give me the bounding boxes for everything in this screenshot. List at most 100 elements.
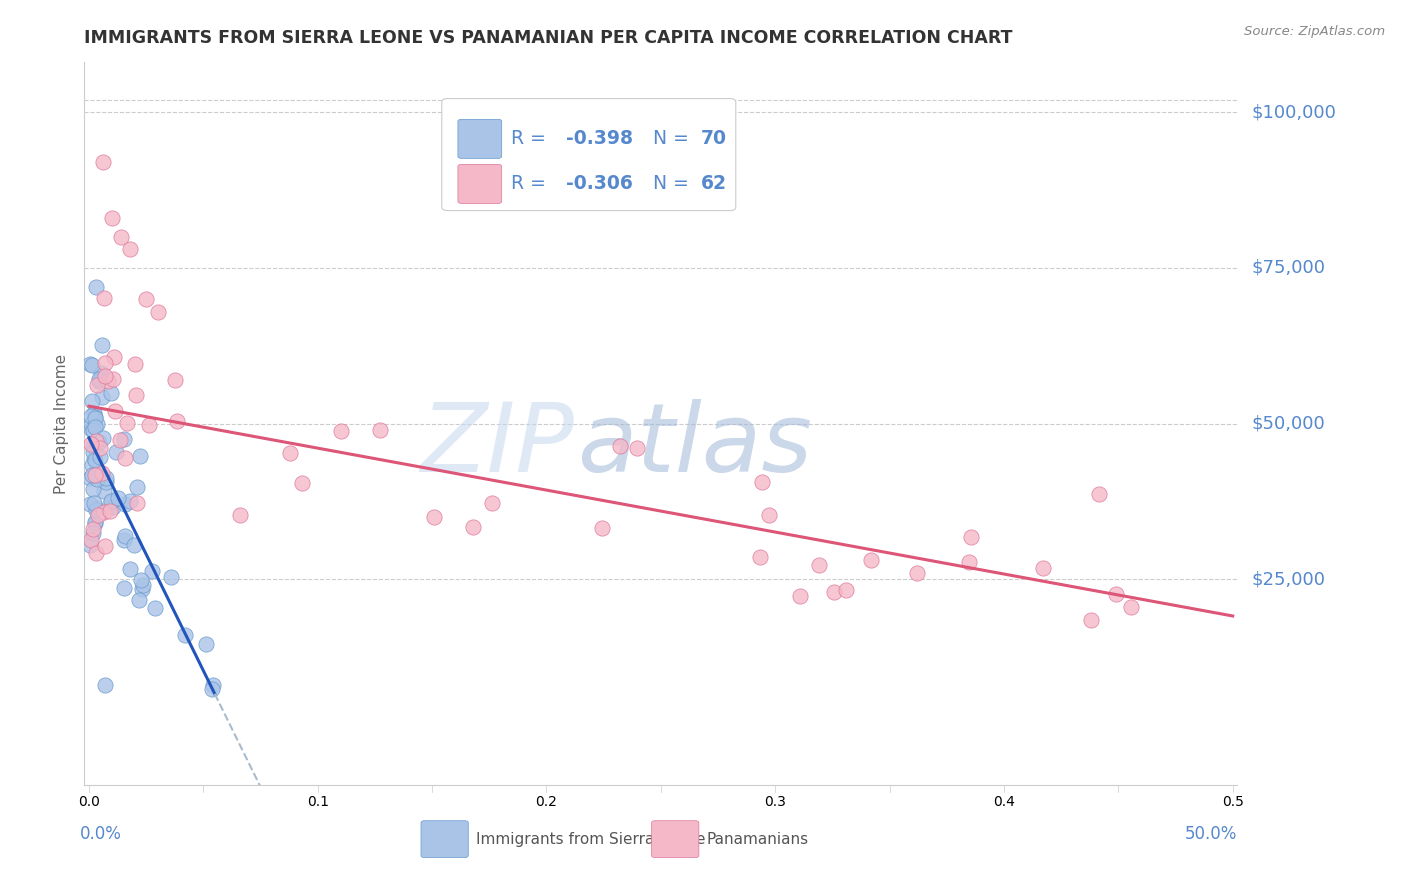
Point: [626, 441, 648, 455]
Point: [89, 441, 111, 455]
Point: [751, 475, 773, 490]
Point: [83, 410, 105, 425]
Text: -0.398: -0.398: [567, 129, 633, 148]
Text: N =: N =: [636, 129, 696, 148]
Text: 70: 70: [702, 129, 727, 148]
Point: [823, 585, 845, 599]
Point: [83, 406, 105, 420]
Point: [103, 351, 125, 365]
Point: [461, 520, 484, 534]
Text: Source: ZipAtlas.com: Source: ZipAtlas.com: [1244, 25, 1385, 38]
Point: [195, 636, 218, 650]
Point: [201, 678, 224, 692]
Point: [96, 375, 118, 389]
Point: [90, 390, 112, 404]
Point: [330, 425, 353, 439]
Point: [290, 475, 312, 490]
Text: $25,000: $25,000: [1251, 570, 1326, 589]
Point: [173, 628, 195, 642]
Point: [959, 555, 981, 569]
Text: 50.0%: 50.0%: [1185, 825, 1237, 843]
Point: [94, 678, 117, 692]
Point: [82, 522, 104, 536]
Point: [114, 497, 136, 511]
Point: [83, 452, 105, 467]
Point: [80, 437, 103, 451]
Point: [125, 480, 148, 494]
Point: [82, 439, 104, 453]
Point: [87, 372, 110, 386]
Point: [79, 471, 101, 485]
Point: [93, 505, 115, 519]
Point: [84, 503, 107, 517]
Point: [80, 533, 103, 547]
Point: [120, 562, 142, 576]
Point: [82, 482, 104, 496]
FancyBboxPatch shape: [441, 98, 735, 211]
Point: [146, 304, 169, 318]
Point: [166, 413, 188, 427]
Point: [1032, 561, 1054, 575]
Point: [107, 491, 129, 506]
Point: [79, 537, 101, 551]
Point: [165, 374, 187, 388]
Point: [87, 434, 110, 449]
Point: [125, 388, 148, 402]
Point: [860, 552, 883, 566]
Point: [423, 510, 446, 524]
Point: [94, 356, 117, 370]
Point: [1119, 599, 1142, 614]
Point: [160, 570, 183, 584]
Text: ZIP: ZIP: [420, 399, 575, 491]
Text: -0.306: -0.306: [567, 175, 633, 194]
Text: R =: R =: [510, 175, 551, 194]
Point: [758, 508, 780, 522]
Point: [749, 549, 772, 564]
Point: [82, 423, 104, 437]
Point: [368, 424, 391, 438]
Point: [79, 357, 101, 371]
Point: [82, 525, 104, 540]
Point: [90, 366, 112, 380]
Point: [201, 682, 224, 697]
Point: [105, 445, 128, 459]
Point: [94, 539, 117, 553]
Point: [120, 242, 142, 256]
Point: [84, 434, 107, 448]
Point: [108, 433, 131, 447]
Point: [905, 566, 928, 581]
Point: [84, 516, 107, 530]
Point: [82, 394, 104, 409]
Text: R =: R =: [510, 129, 551, 148]
Point: [91, 155, 114, 169]
Point: [120, 493, 142, 508]
Text: N =: N =: [636, 175, 696, 194]
Text: IMMIGRANTS FROM SIERRA LEONE VS PANAMANIAN PER CAPITA INCOME CORRELATION CHART: IMMIGRANTS FROM SIERRA LEONE VS PANAMANI…: [84, 29, 1012, 47]
Point: [84, 500, 107, 515]
Point: [100, 386, 122, 401]
Point: [94, 470, 117, 484]
FancyBboxPatch shape: [420, 821, 468, 857]
Text: atlas: atlas: [576, 399, 811, 491]
Point: [143, 601, 166, 615]
Point: [94, 475, 117, 489]
Point: [84, 411, 107, 425]
Point: [86, 471, 108, 485]
Point: [807, 558, 830, 572]
Point: [91, 338, 114, 352]
Point: [84, 467, 107, 481]
Point: [110, 230, 132, 244]
Text: 0.0%: 0.0%: [80, 825, 122, 843]
Point: [80, 468, 103, 483]
Point: [609, 439, 631, 453]
Point: [84, 279, 107, 293]
Point: [86, 378, 108, 392]
FancyBboxPatch shape: [458, 164, 502, 203]
Point: [131, 582, 153, 596]
Point: [93, 431, 115, 445]
Point: [98, 504, 121, 518]
Point: [124, 358, 146, 372]
Point: [82, 445, 104, 459]
Point: [83, 496, 105, 510]
Point: [834, 583, 856, 598]
